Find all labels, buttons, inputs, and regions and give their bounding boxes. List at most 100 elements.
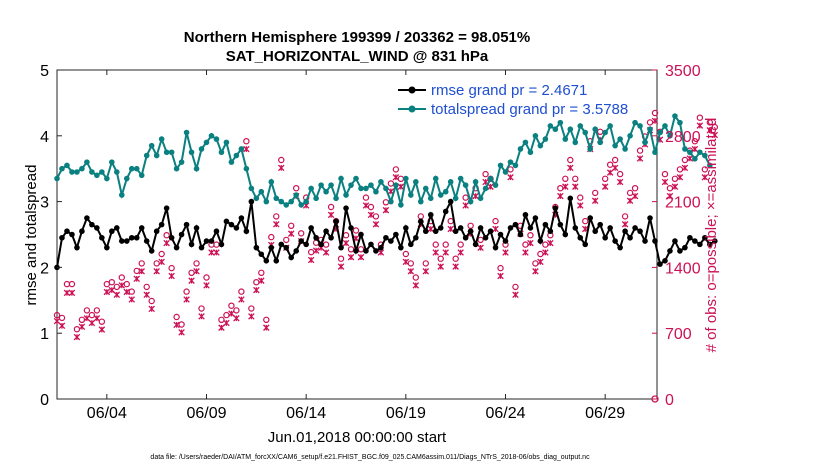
totalspread-point [143, 152, 150, 159]
rmse-point [413, 234, 419, 241]
obs-assimilated-point [277, 164, 285, 172]
rmse-point [358, 231, 364, 238]
obs-possible-point [387, 180, 395, 187]
rmse-point [228, 221, 235, 228]
obs-assimilated-point [377, 249, 385, 256]
obs-assimilated-point [447, 225, 454, 233]
obs-assimilated-point [362, 202, 370, 209]
rmse-point [677, 248, 683, 254]
legend-marker-totalspread [408, 105, 416, 113]
rmse-point [432, 228, 439, 235]
rmse-point [427, 211, 434, 218]
y-axis-label-left: rmse and totalspread [23, 165, 40, 306]
obs-possible-point [123, 280, 130, 288]
obs-possible-point [691, 137, 699, 145]
rmse-point [692, 238, 698, 244]
rmse-point [622, 228, 628, 235]
totalspread-point [243, 165, 250, 172]
obs-possible-point [198, 305, 205, 312]
rmse-point [258, 251, 265, 258]
obs-assimilated-point [601, 183, 609, 190]
obs-possible-point [297, 230, 305, 237]
obs-assimilated-point [616, 178, 624, 186]
obs-possible-point [666, 184, 674, 192]
obs-possible-point [93, 307, 101, 314]
totalspread-point [138, 172, 145, 179]
totalspread-point [109, 159, 115, 165]
totalspread-point [298, 202, 304, 208]
rmse-point [203, 238, 210, 244]
rmse-point [408, 241, 414, 248]
x-tick-label: 06/24 [485, 405, 525, 422]
obs-assimilated-point [527, 239, 534, 247]
totalspread-point [268, 179, 275, 185]
rmse-point [163, 205, 170, 211]
rmse-point [383, 234, 389, 241]
obs-possible-point [357, 246, 365, 253]
obs-assimilated-point [93, 315, 101, 322]
rmse-point [278, 241, 285, 248]
obs-assimilated-point [223, 319, 230, 327]
totalspread-point [632, 119, 638, 126]
totalspread-point [133, 165, 140, 172]
totalspread-point [228, 159, 235, 165]
totalspread-point [253, 195, 260, 202]
totalspread-point [572, 139, 579, 146]
obs-assimilated-point [193, 268, 200, 275]
rmse-point [572, 225, 579, 231]
rmse-point [153, 228, 160, 235]
rmse-point [118, 238, 125, 244]
totalspread-point [258, 188, 265, 195]
totalspread-point [522, 139, 529, 146]
totalspread-point [557, 119, 564, 126]
rmse-point [597, 221, 603, 228]
rmse-point [348, 225, 354, 231]
totalspread-point [118, 192, 125, 198]
totalspread-point [59, 165, 65, 172]
obs-possible-point [148, 297, 155, 305]
totalspread-point [477, 195, 484, 202]
rmse-point [617, 244, 623, 251]
legend-label-totalspread: totalspread grand pr = 3.5788 [431, 101, 628, 118]
rmse-point [482, 234, 489, 241]
totalspread-point [198, 146, 205, 152]
totalspread-point [308, 185, 314, 192]
obs-possible-point [482, 170, 489, 178]
totalspread-point [582, 129, 589, 136]
totalspread-point [517, 146, 524, 152]
obs-possible-point [362, 194, 370, 201]
plot-area [56, 69, 658, 400]
rmse-point [627, 234, 633, 241]
obs-assimilated-point [696, 122, 704, 129]
obs-possible-point [248, 305, 255, 312]
obs-possible-point [53, 311, 61, 319]
rmse-point [647, 215, 653, 221]
totalspread-point [348, 182, 354, 188]
obs-possible-point [582, 217, 589, 225]
rmse-point [333, 218, 339, 225]
obs-assimilated-point [357, 253, 365, 261]
rmse-point [173, 244, 180, 251]
rmse-point [587, 215, 594, 221]
rmse-point [308, 225, 314, 231]
totalspread-point [692, 156, 698, 162]
obs-possible-point [128, 288, 135, 295]
obs-possible-point [158, 250, 165, 258]
totalspread-point [313, 195, 319, 202]
y-axis-label-right: # of obs: o=possible; ×=assimilated [703, 118, 720, 353]
obs-assimilated-point [287, 230, 295, 237]
obs-assimilated-point [676, 174, 684, 181]
obs-possible-point [437, 255, 444, 262]
obs-assimilated-point [68, 289, 76, 297]
totalspread-point [173, 165, 180, 172]
rmse-point [69, 231, 75, 238]
obs-possible-point [337, 255, 345, 262]
obs-assimilated-point [173, 321, 180, 329]
totalspread-point [662, 123, 668, 129]
rmse-point [128, 234, 135, 241]
rmse-point [109, 228, 115, 235]
rmse-point [293, 248, 300, 254]
obs-possible-point [462, 194, 469, 201]
obs-possible-point [238, 288, 245, 295]
totalspread-point [203, 139, 210, 146]
